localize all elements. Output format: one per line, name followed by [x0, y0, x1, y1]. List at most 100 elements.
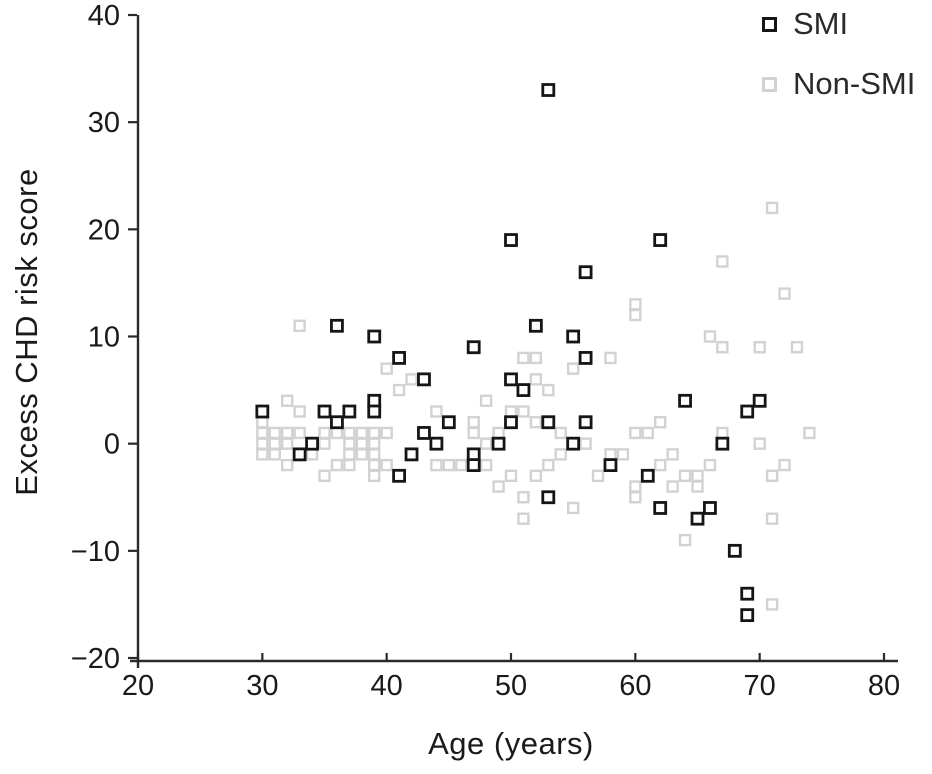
data-point-smi: [703, 501, 717, 515]
data-point-non-smi: [765, 598, 779, 611]
data-point-non-smi: [517, 512, 530, 525]
data-point-non-smi: [579, 437, 592, 450]
data-point-non-smi: [517, 491, 530, 504]
y-axis-title: Excess CHD risk score: [9, 168, 44, 496]
data-point-non-smi: [368, 437, 381, 450]
data-point-non-smi: [343, 458, 356, 472]
data-point-non-smi: [281, 426, 294, 440]
data-point-non-smi: [368, 426, 381, 440]
data-point-non-smi: [268, 426, 281, 440]
data-point-non-smi: [380, 362, 393, 375]
legend: SMI Non-SMI: [762, 6, 915, 102]
data-point-smi: [504, 372, 518, 387]
data-point-non-smi: [666, 480, 679, 493]
data-point-smi: [417, 372, 431, 387]
data-point-non-smi: [256, 437, 269, 450]
data-point-smi: [504, 415, 518, 430]
data-point-non-smi: [678, 469, 692, 483]
smi-marker-icon: [762, 16, 777, 32]
data-point-smi: [715, 436, 730, 451]
data-point-non-smi: [281, 394, 294, 407]
data-point-non-smi: [604, 351, 617, 365]
data-point-non-smi: [629, 426, 642, 440]
data-point-non-smi: [405, 373, 418, 386]
data-point-smi: [678, 393, 692, 408]
x-tick-label: 70: [744, 670, 776, 702]
data-point-non-smi: [654, 458, 667, 472]
data-point-smi: [342, 404, 357, 419]
data-point-smi: [541, 415, 556, 430]
data-point-non-smi: [305, 448, 319, 461]
y-tick-label: −20: [71, 643, 120, 675]
data-point-smi: [491, 436, 506, 451]
data-point-non-smi: [479, 394, 493, 407]
data-point-smi: [541, 490, 556, 505]
data-point-smi: [566, 329, 581, 344]
data-point-non-smi: [654, 416, 667, 429]
data-point-non-smi: [343, 426, 356, 440]
data-point-non-smi: [430, 458, 443, 472]
data-point-non-smi: [803, 426, 816, 440]
data-point-non-smi: [268, 448, 281, 461]
y-tick-label: 40: [88, 0, 120, 32]
data-point-smi: [441, 415, 456, 430]
data-point-smi: [466, 340, 481, 355]
data-point-smi: [516, 383, 531, 397]
data-point-non-smi: [504, 405, 518, 418]
legend-item-smi: SMI: [762, 6, 915, 42]
non-smi-marker-icon: [762, 76, 777, 92]
data-point-non-smi: [554, 426, 567, 440]
data-point-non-smi: [529, 416, 543, 429]
data-point-smi: [740, 404, 755, 419]
data-point-non-smi: [343, 448, 356, 461]
data-point-non-smi: [591, 469, 605, 483]
data-point-non-smi: [517, 351, 530, 365]
data-point-smi: [690, 511, 705, 526]
data-point-non-smi: [778, 287, 791, 300]
data-point-non-smi: [318, 437, 331, 450]
legend-label-non-smi: Non-SMI: [793, 66, 916, 101]
data-point-smi: [578, 351, 593, 365]
data-point-non-smi: [765, 512, 779, 525]
data-point-non-smi: [430, 405, 443, 418]
data-point-non-smi: [554, 448, 567, 461]
data-point-non-smi: [703, 330, 717, 343]
data-point-non-smi: [355, 426, 368, 440]
data-point-non-smi: [343, 437, 356, 450]
data-point-non-smi: [368, 448, 381, 461]
data-point-smi: [528, 318, 543, 333]
data-point-non-smi: [678, 533, 692, 547]
data-point-smi: [292, 447, 307, 462]
data-point-non-smi: [330, 426, 344, 440]
data-point-non-smi: [293, 426, 306, 440]
data-point-non-smi: [691, 469, 704, 483]
y-tick-label: 30: [88, 107, 120, 139]
data-point-non-smi: [765, 469, 779, 483]
data-point-smi: [640, 468, 655, 483]
data-point-smi: [653, 233, 668, 247]
data-point-smi: [541, 83, 556, 97]
data-point-non-smi: [529, 469, 543, 483]
legend-label-smi: SMI: [793, 6, 849, 41]
data-point-smi: [392, 351, 407, 365]
data-point-non-smi: [716, 341, 729, 354]
x-tick-label: 80: [868, 670, 900, 702]
data-point-non-smi: [281, 437, 294, 450]
data-point-non-smi: [753, 437, 766, 450]
data-point-non-smi: [517, 405, 530, 418]
data-point-smi: [504, 233, 518, 247]
data-point-non-smi: [293, 319, 306, 332]
data-point-non-smi: [753, 341, 766, 354]
data-point-smi: [367, 329, 382, 344]
data-point-smi: [466, 458, 481, 473]
data-point-smi: [566, 436, 581, 451]
data-point-non-smi: [542, 383, 555, 397]
data-point-non-smi: [455, 458, 468, 472]
data-point-smi: [417, 426, 431, 440]
y-tick-label: 10: [88, 322, 120, 354]
data-point-non-smi: [504, 469, 518, 483]
data-point-non-smi: [256, 416, 269, 429]
data-point-smi: [317, 404, 332, 419]
